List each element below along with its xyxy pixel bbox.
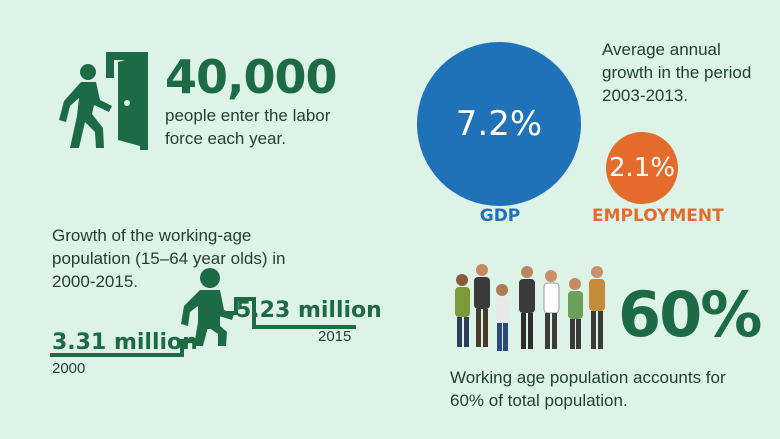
end-value: 5.23 million — [236, 298, 382, 323]
end-year: 2015 — [318, 328, 352, 345]
people-group-icon — [455, 264, 605, 351]
start-year: 2000 — [52, 360, 86, 377]
employment-value: 2.1% — [608, 153, 676, 183]
door-exit-icon — [59, 52, 148, 150]
labor-description: people enter the labor force each year. — [165, 106, 331, 148]
employment-circle: 2.1% — [606, 132, 678, 204]
stairs-climb-icon — [50, 268, 356, 357]
population-share-percent: 60% — [618, 278, 762, 351]
population-share-description: Working age population accounts for 60% … — [450, 368, 726, 410]
gdp-circle: 7.2% — [417, 42, 581, 206]
labor-count: 40,000 — [165, 50, 338, 104]
working-age-description: Growth of the working-age population (15… — [52, 226, 286, 291]
gdp-label: GDP — [479, 206, 521, 226]
start-value: 3.31 million — [52, 330, 198, 355]
gdp-value: 7.2% — [455, 104, 543, 144]
annual-growth-description: Average annual growth in the period 2003… — [602, 40, 752, 105]
employment-label: EMPLOYMENT — [592, 206, 724, 226]
